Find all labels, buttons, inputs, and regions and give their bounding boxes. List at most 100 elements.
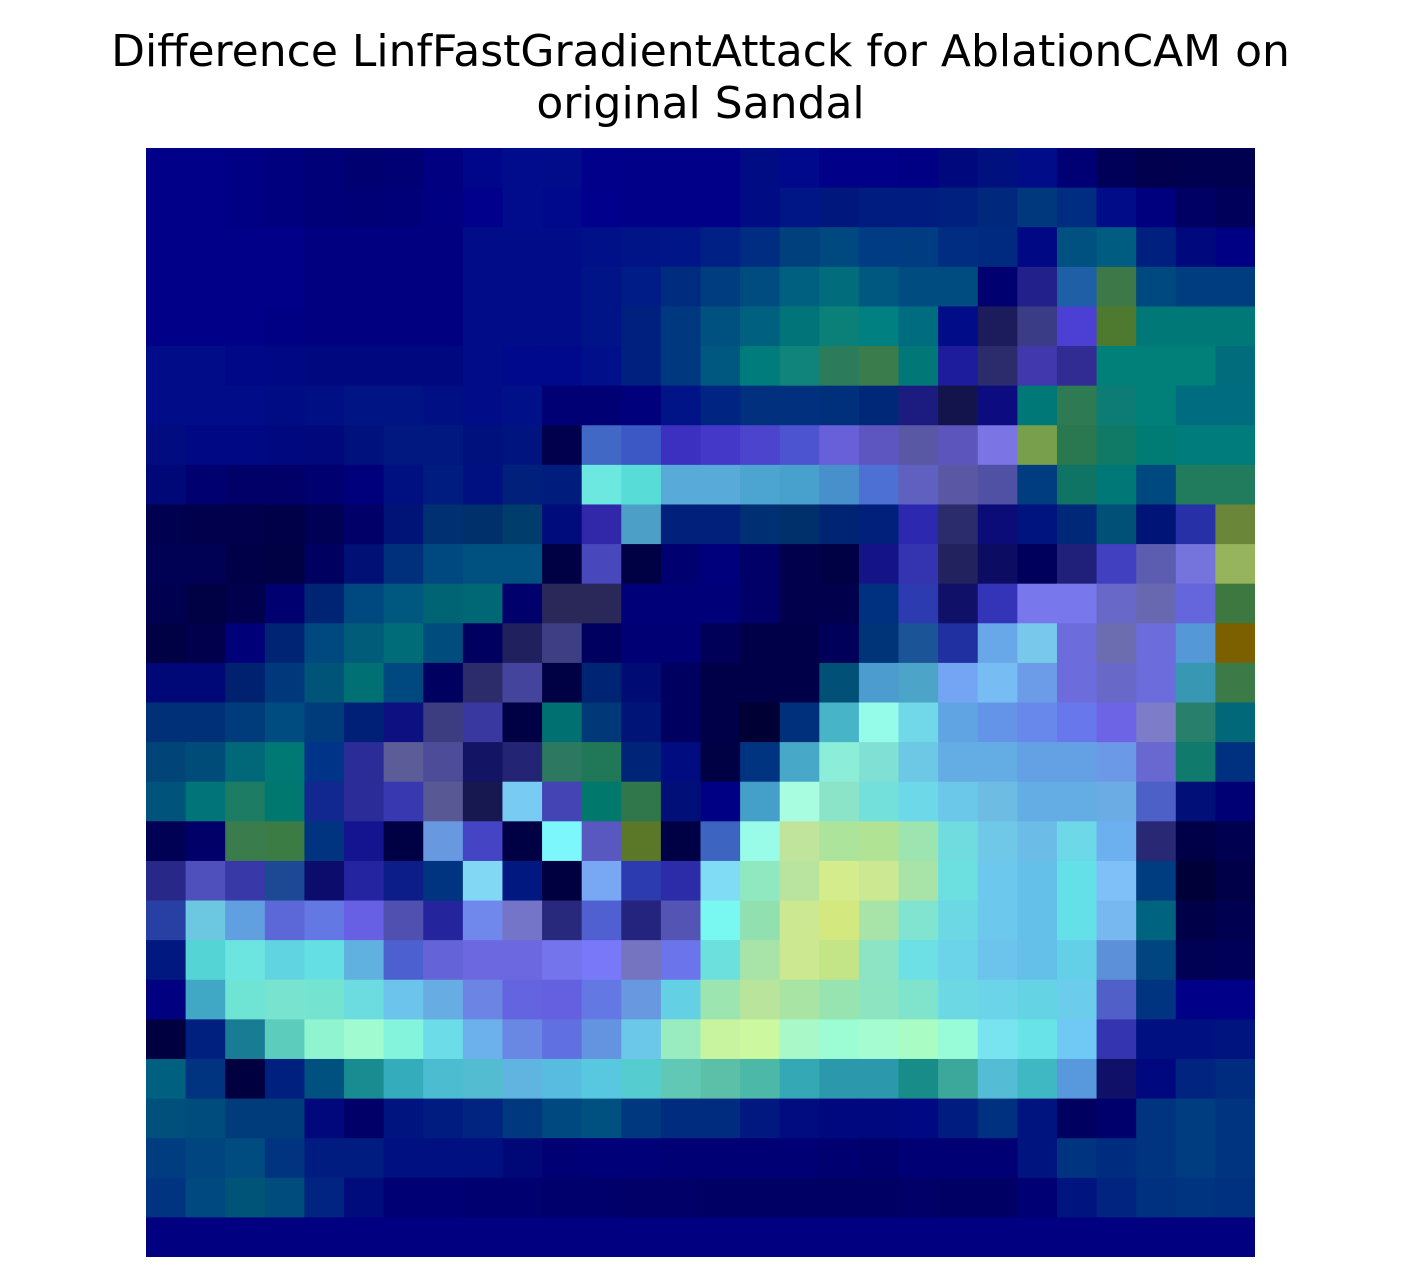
heatmap-cell (1096, 742, 1137, 783)
heatmap-cell (344, 1098, 385, 1139)
heatmap-cell (185, 504, 226, 545)
heatmap-cell (383, 583, 424, 624)
heatmap-cell (423, 742, 464, 783)
heatmap-cell (542, 1058, 583, 1100)
heatmap-cell (1215, 662, 1255, 704)
heatmap-cell (383, 544, 424, 585)
chart-title: Difference LinfFastGradientAttack for Ab… (0, 26, 1401, 130)
heatmap-cell (660, 464, 702, 506)
heatmap-cell (938, 385, 979, 426)
heatmap-cell (185, 1177, 226, 1218)
heatmap-cell (700, 583, 741, 624)
heatmap-cell (1017, 1138, 1058, 1179)
heatmap-cell (819, 979, 860, 1020)
heatmap-cell (304, 940, 345, 981)
heatmap-cell (700, 662, 741, 704)
heatmap-cell (1136, 583, 1177, 624)
heatmap-cell (1056, 266, 1098, 308)
heatmap-cell (462, 306, 504, 347)
heatmap-cell (264, 702, 306, 743)
heatmap-cell (700, 940, 741, 981)
heatmap-cell (542, 702, 583, 743)
heatmap-cell (1175, 504, 1216, 545)
heatmap-cell (502, 464, 543, 506)
heatmap-cell (779, 1058, 820, 1100)
heatmap-cell (225, 900, 266, 941)
heatmap-cell (779, 860, 820, 902)
heatmap-cell (383, 425, 424, 466)
heatmap-cell (225, 860, 266, 902)
heatmap-cell (462, 504, 504, 545)
heatmap-cell (779, 425, 820, 466)
heatmap-cell (1017, 1098, 1058, 1139)
heatmap-cell (1215, 227, 1255, 268)
heatmap-cell (1017, 266, 1058, 308)
heatmap-cell (660, 781, 702, 822)
heatmap-cell (146, 781, 187, 822)
heatmap-cell (621, 860, 662, 902)
heatmap-cell (383, 742, 424, 783)
heatmap-cell (660, 504, 702, 545)
heatmap-cell (938, 900, 979, 941)
heatmap-cell (779, 385, 820, 426)
heatmap-cell (740, 1019, 781, 1060)
heatmap-cell (462, 583, 504, 624)
heatmap-cell (779, 781, 820, 822)
heatmap-cell (779, 742, 820, 783)
heatmap-cell (304, 1138, 345, 1179)
heatmap-cell (344, 662, 385, 704)
heatmap-cell (858, 544, 900, 585)
heatmap-cell (938, 860, 979, 902)
heatmap-cell (146, 821, 187, 862)
heatmap-cell (1017, 1177, 1058, 1218)
heatmap-cell (621, 266, 662, 308)
heatmap-cell (898, 742, 939, 783)
heatmap-cell (621, 940, 662, 981)
heatmap-cell (898, 1177, 939, 1218)
heatmap-cell (1056, 187, 1098, 228)
heatmap-cell (779, 702, 820, 743)
heatmap-cell (225, 544, 266, 585)
heatmap-cell (621, 1098, 662, 1139)
heatmap-cell (1175, 544, 1216, 585)
heatmap-cell (621, 1058, 662, 1100)
heatmap-cell (1096, 385, 1137, 426)
heatmap-cell (462, 623, 504, 664)
heatmap-cell (542, 821, 583, 862)
heatmap-cell (660, 1217, 702, 1257)
heatmap-cell (264, 860, 306, 902)
heatmap-cell (462, 1019, 504, 1060)
heatmap-cell (304, 623, 345, 664)
heatmap-cell (383, 148, 424, 189)
heatmap-cell (740, 504, 781, 545)
heatmap-cell (1175, 623, 1216, 664)
heatmap-cell (225, 979, 266, 1020)
heatmap-cell (344, 702, 385, 743)
heatmap-cell (502, 1098, 543, 1139)
heatmap-cell (423, 1138, 464, 1179)
heatmap-cell (858, 742, 900, 783)
heatmap-cell (264, 940, 306, 981)
heatmap-cell (344, 821, 385, 862)
heatmap-cell (1215, 1138, 1255, 1179)
heatmap-cell (779, 187, 820, 228)
heatmap-cell (1096, 821, 1137, 862)
heatmap-cell (581, 662, 622, 704)
heatmap-cell (462, 1177, 504, 1218)
heatmap-cell (344, 266, 385, 308)
heatmap-cell (264, 1098, 306, 1139)
heatmap-cell (740, 227, 781, 268)
heatmap-cell (977, 860, 1018, 902)
heatmap-cell (423, 306, 464, 347)
heatmap-cell (423, 900, 464, 941)
heatmap-cell (423, 940, 464, 981)
heatmap-cell (1056, 979, 1098, 1020)
heatmap-cell (660, 940, 702, 981)
heatmap-cell (819, 1019, 860, 1060)
heatmap-cell (146, 1019, 187, 1060)
heatmap-cell (542, 583, 583, 624)
heatmap-cell (740, 1138, 781, 1179)
heatmap-cell (1215, 583, 1255, 624)
heatmap-cell (581, 464, 622, 506)
heatmap-cell (740, 266, 781, 308)
